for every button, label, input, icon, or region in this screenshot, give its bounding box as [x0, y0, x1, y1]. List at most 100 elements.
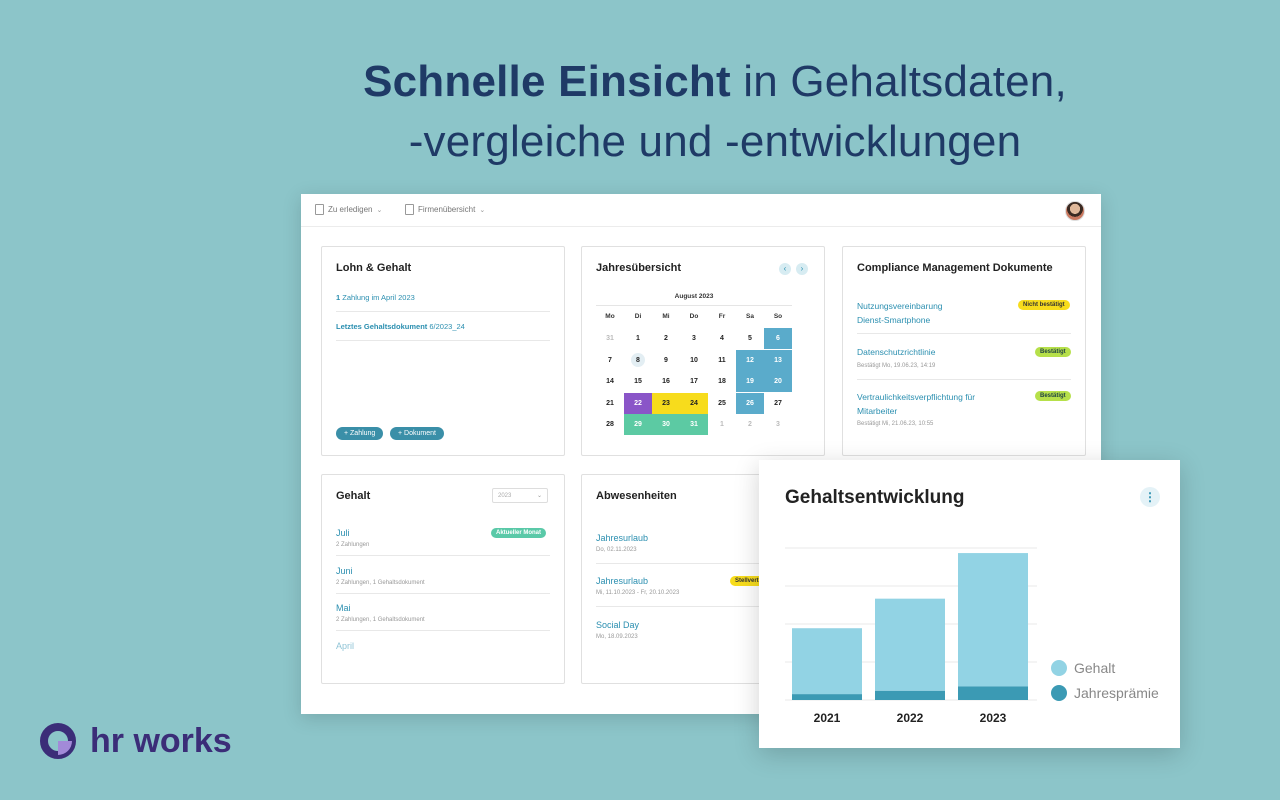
calendar-day[interactable]: 31 — [680, 414, 708, 435]
x-tick-label: 2023 — [980, 711, 1007, 725]
add-payment-button[interactable]: + Zahlung — [336, 427, 384, 440]
logo-text: hr works — [90, 721, 232, 760]
calendar-day[interactable]: 21 — [606, 399, 614, 407]
avatar[interactable] — [1065, 201, 1085, 221]
calendar-day[interactable]: 19 — [736, 371, 764, 392]
year-select[interactable]: 2023 ⌄ — [492, 488, 548, 503]
bar-gehalt-2023 — [958, 553, 1028, 687]
calendar-day[interactable]: 8 — [624, 350, 652, 371]
compliance-item[interactable]: Datenschutzrichtlinie — [857, 347, 936, 357]
calendar-day[interactable]: 29 — [624, 414, 652, 435]
compliance-item-title: Vertraulichkeitsverpflichtung für — [857, 392, 976, 402]
calendar-day[interactable]: 14 — [606, 378, 614, 385]
calendar-day[interactable]: 10 — [690, 356, 698, 364]
bar-gehalt-2022 — [875, 598, 945, 691]
company-label: Firmenübersicht — [418, 205, 476, 214]
weekday-header: Mi — [662, 313, 670, 320]
salary-title: Gehalt — [336, 490, 371, 502]
absence-sub: Mi, 11.10.2023 - Fr, 20.10.2023 — [596, 590, 680, 596]
calendar-day[interactable]: 11 — [718, 356, 726, 364]
last-document[interactable]: Letztes Gehaltsdokument 6/2023_24 — [336, 322, 465, 331]
doc-value: 6/2023_24 — [429, 322, 465, 331]
calendar-day[interactable]: 22 — [624, 392, 652, 414]
month-item[interactable]: Juli — [336, 528, 350, 538]
payment-count: 1 — [336, 293, 341, 302]
headline-line2: -vergleiche und -entwicklungen — [408, 117, 1022, 166]
calendar-day[interactable]: 24 — [680, 392, 708, 414]
calendar-day[interactable]: 3 — [776, 421, 780, 428]
calendar-day[interactable]: 7 — [608, 356, 612, 364]
calendar-day[interactable]: 12 — [736, 349, 764, 371]
chevron-right-icon[interactable]: › — [796, 263, 808, 275]
chart-title: Gehaltsentwicklung — [785, 487, 965, 508]
clipboard-icon — [315, 204, 324, 215]
divider — [596, 606, 810, 607]
todo-menu[interactable]: Zu erledigen ⌄ — [315, 204, 382, 215]
logo-mark-icon — [40, 723, 76, 759]
calendar-day[interactable]: 15 — [634, 378, 642, 385]
calendar-day[interactable]: 9 — [664, 356, 668, 364]
company-menu[interactable]: Firmenübersicht ⌄ — [405, 204, 485, 215]
calendar-day[interactable]: 30 — [652, 414, 680, 435]
month-item[interactable]: April — [336, 641, 355, 651]
hrworks-logo: hr works — [38, 721, 232, 761]
calendar-day[interactable]: 2 — [748, 421, 752, 428]
calendar-day[interactable]: 16 — [662, 378, 670, 385]
calendar-day[interactable]: 5 — [748, 335, 752, 342]
month-sub: 2 Zahlungen — [336, 542, 370, 548]
absences-title: Abwesenheiten — [596, 490, 677, 502]
weekday-header: Sa — [746, 313, 754, 320]
calendar-day[interactable]: 3 — [692, 335, 696, 342]
calendar-day[interactable]: 1 — [636, 335, 640, 342]
calendar-day[interactable]: 1 — [720, 421, 724, 428]
status-badge: Bestätigt — [1035, 347, 1071, 357]
add-document-button[interactable]: + Dokument — [390, 427, 444, 440]
compliance-item[interactable]: Nutzungsvereinbarung Dienst-Smartphone — [857, 299, 943, 327]
calendar-day[interactable]: 25 — [718, 399, 726, 407]
divider — [336, 593, 550, 594]
chevron-left-icon[interactable]: ‹ — [779, 263, 791, 275]
status-badge: Nicht bestätigt — [1018, 300, 1070, 310]
month-item[interactable]: Mai — [336, 603, 351, 613]
current-month-badge: Aktueller Monat — [491, 528, 547, 538]
absence-item[interactable]: Jahresurlaub — [596, 533, 649, 543]
absence-item[interactable]: Jahresurlaub — [596, 576, 649, 586]
month-item[interactable]: Juni — [336, 566, 353, 576]
calendar-day[interactable]: 6 — [764, 328, 792, 349]
compliance-item-sub: Bestätigt Mo, 19.06.23, 14:19 — [857, 363, 936, 369]
calendar-day[interactable]: 31 — [606, 335, 614, 342]
more-options-icon[interactable]: ⋮ — [1140, 487, 1160, 507]
compliance-item-title: Dienst-Smartphone — [857, 315, 931, 325]
weekday-header: Mo — [605, 313, 615, 320]
headline-rest: in Gehaltsdaten, — [730, 57, 1067, 106]
legend-label: Jahresprämie — [1074, 685, 1159, 701]
calendar-day[interactable]: 23 — [652, 392, 680, 414]
compliance-item-title: Mitarbeiter — [857, 406, 898, 416]
payment-info[interactable]: 1 Zahlung im April 2023 — [336, 293, 415, 302]
headline: Schnelle Einsicht in Gehaltsdaten, -verg… — [300, 52, 1130, 172]
divider — [336, 340, 550, 341]
calendar-day[interactable]: 2 — [664, 335, 668, 342]
calendar-day[interactable]: 17 — [690, 378, 698, 385]
calendar-day[interactable]: 20 — [764, 371, 792, 392]
legend-swatch — [1051, 685, 1067, 701]
salary-card: Gehalt 2023 ⌄ Juli 2 Zahlungen Aktueller… — [321, 474, 565, 684]
compliance-card: Compliance Management Dokumente Nutzungs… — [842, 246, 1086, 456]
year-select-value: 2023 — [498, 493, 512, 499]
legend-label: Gehalt — [1074, 660, 1115, 676]
calendar-day[interactable]: 18 — [718, 378, 726, 385]
calendar-day[interactable]: 27 — [774, 399, 782, 407]
bar-gehalt-2021 — [792, 628, 862, 695]
calendar-day[interactable]: 26 — [736, 392, 764, 414]
weekday-header: Fr — [718, 313, 726, 320]
calendar-day[interactable]: 4 — [720, 335, 724, 342]
calendar-day[interactable]: 13 — [764, 349, 792, 371]
calendar-card: Jahresübersicht ‹ › August 2023 Mo Di Mi Do… — [581, 246, 825, 456]
divider — [336, 311, 550, 312]
compliance-item[interactable]: Vertraulichkeitsverpflichtung für Mitarb… — [857, 390, 975, 418]
app-window: Zu erledigen ⌄ Firmenübersicht ⌄ Lohn & … — [301, 194, 1101, 714]
absence-item[interactable]: Social Day — [596, 620, 640, 630]
x-tick-label: 2021 — [814, 711, 841, 725]
calendar-title: Jahresübersicht — [596, 262, 681, 274]
calendar-day[interactable]: 28 — [606, 421, 614, 428]
